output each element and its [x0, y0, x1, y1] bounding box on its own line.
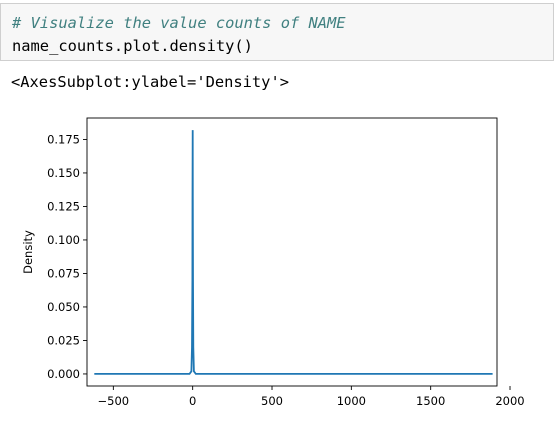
x-tick-label: 2000 [495, 394, 524, 408]
y-tick-label: 0.175 [47, 132, 80, 146]
output-repr: <AxesSubplot:ylabel='Density'> [11, 73, 289, 91]
y-tick-label: 0.075 [47, 266, 80, 280]
y-tick-label: 0.000 [47, 367, 80, 381]
y-tick-label: 0.100 [47, 233, 80, 247]
x-tick-label: −500 [98, 394, 130, 408]
code-comment: # Visualize the value counts of NAME [12, 14, 346, 32]
x-tick-label: 1000 [337, 394, 366, 408]
code-line: name_counts.plot.density() [12, 37, 253, 55]
y-tick-label: 0.025 [47, 333, 80, 347]
code-cell[interactable]: # Visualize the value counts of NAME nam… [0, 3, 554, 61]
y-tick-label: 0.050 [47, 300, 80, 314]
y-tick-label: 0.150 [47, 166, 80, 180]
x-tick-label: 1500 [416, 394, 445, 408]
y-axis-label: Density [21, 230, 35, 274]
x-tick-label: 500 [261, 394, 283, 408]
density-line [94, 130, 493, 375]
x-tick-label: 0 [189, 394, 196, 408]
plot-area [86, 117, 498, 387]
y-tick-label: 0.125 [47, 199, 80, 213]
